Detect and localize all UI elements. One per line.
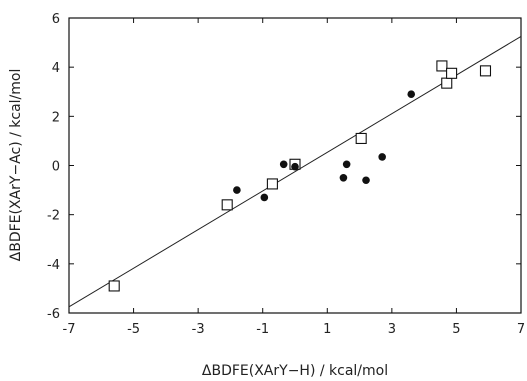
- y-tick-label: 6: [52, 12, 60, 27]
- point-circle: [378, 153, 386, 161]
- point-circle: [260, 193, 269, 202]
- point-circle: [339, 173, 348, 182]
- point-square: [355, 132, 367, 145]
- x-tick-label: -7: [63, 322, 76, 337]
- x-tick-label: 7: [517, 322, 525, 337]
- y-axis-label: ΔBDFE(XArY−Ac) / kcal/mol: [8, 69, 24, 262]
- point-square: [446, 67, 458, 79]
- y-tick-label: -6: [47, 307, 60, 322]
- point-square: [266, 178, 278, 190]
- x-tick-label: -1: [256, 322, 269, 337]
- point-square: [221, 199, 233, 211]
- x-tick-label: 3: [388, 322, 396, 337]
- x-tick-label: -3: [192, 322, 205, 337]
- point-circle: [362, 176, 370, 185]
- x-tick-label: 5: [452, 322, 460, 337]
- point-circle: [342, 160, 351, 169]
- point-circle: [291, 162, 299, 171]
- y-tick-label: -2: [47, 209, 60, 224]
- y-tick-label: -4: [47, 258, 60, 273]
- point-square: [479, 65, 492, 77]
- point-circle: [233, 186, 241, 194]
- point-square: [436, 60, 448, 72]
- point-circle: [407, 90, 416, 99]
- point-circle: [279, 160, 288, 169]
- point-square: [108, 280, 120, 292]
- x-tick-label: -5: [127, 322, 140, 337]
- y-tick-label: 0: [52, 160, 60, 175]
- x-axis-label: ΔBDFE(XArY−H) / kcal/mol: [202, 363, 388, 379]
- y-tick-label: 2: [52, 110, 60, 125]
- point-square: [441, 77, 453, 89]
- y-tick-label: 4: [52, 61, 60, 76]
- x-tick-label: 1: [323, 322, 331, 337]
